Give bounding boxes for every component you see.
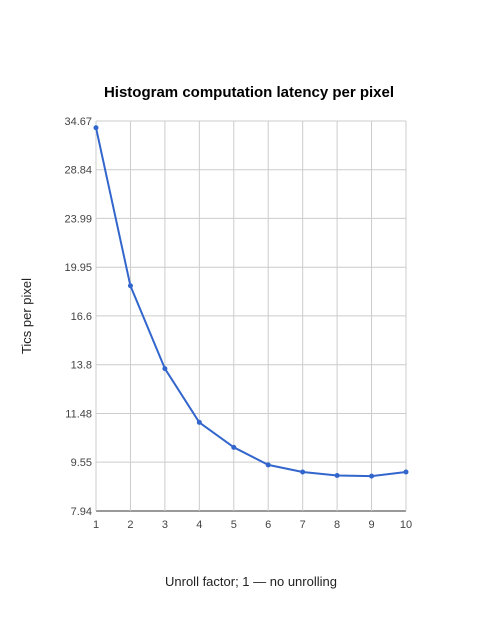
x-tick-label: 3: [162, 519, 168, 531]
data-point: [403, 469, 409, 475]
data-point: [231, 444, 237, 450]
y-tick-label: 16.6: [71, 311, 92, 323]
series-layer: [93, 125, 409, 479]
x-tick-label: 7: [300, 519, 306, 531]
y-axis-label: Tics per pixel: [19, 278, 34, 354]
data-point: [127, 283, 133, 289]
x-tick-label: 5: [231, 519, 237, 531]
y-tick-label: 23.99: [64, 213, 92, 225]
x-tick-label: 10: [400, 519, 412, 531]
x-axis-ticks: 1 2 3 4 5 6 7 8 9 10: [93, 519, 412, 531]
y-tick-label: 34.67: [64, 116, 92, 128]
data-point: [334, 473, 340, 479]
x-tick-label: 8: [334, 519, 340, 531]
y-tick-label: 9.55: [71, 457, 92, 469]
x-tick-label: 2: [127, 519, 133, 531]
x-tick-label: 1: [93, 519, 99, 531]
data-point: [162, 366, 168, 372]
chart-title: Histogram computation latency per pixel: [104, 84, 394, 101]
y-axis-ticks: 7.94 9.55 11.48 13.8 16.6 19.95 23.99 28.84 34.6…: [64, 116, 92, 518]
x-tick-label: 9: [368, 519, 374, 531]
y-tick-label: 19.95: [64, 262, 92, 274]
data-point: [369, 473, 375, 479]
x-tick-label: 4: [196, 519, 202, 531]
series-line: [95, 127, 407, 478]
x-axis-label: Unroll factor; 1 — no unrolling: [165, 574, 337, 589]
x-tick-label: 6: [265, 519, 271, 531]
y-tick-label: 13.8: [71, 360, 92, 372]
data-point: [196, 419, 202, 425]
y-tick-label: 28.84: [64, 165, 92, 177]
data-point: [265, 462, 271, 468]
y-tick-label: 11.48: [65, 408, 92, 420]
y-tick-label: 7.94: [71, 506, 92, 518]
data-point: [300, 469, 306, 475]
data-point: [93, 125, 99, 131]
